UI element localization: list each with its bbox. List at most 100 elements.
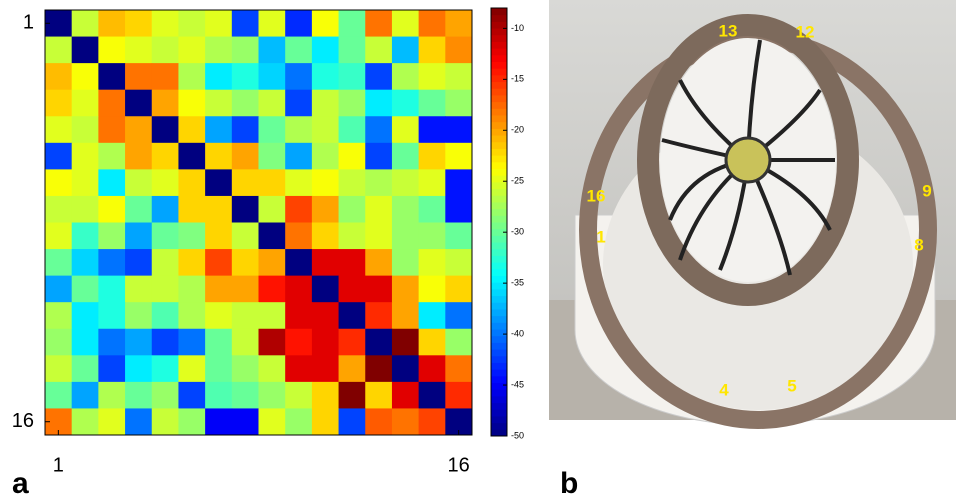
heatmap-cell — [125, 381, 153, 409]
heatmap-cell — [391, 275, 420, 303]
heatmap-cell — [445, 195, 473, 223]
heatmap-cell — [205, 10, 233, 38]
heatmap-cell — [125, 36, 153, 64]
heatmap-cell — [71, 116, 99, 144]
heatmap-cell — [98, 328, 126, 356]
heatmap-cell — [391, 142, 420, 170]
heatmap-cell — [311, 249, 340, 277]
photo-label: 1 — [596, 227, 605, 246]
colorbar-step — [491, 389, 507, 397]
heatmap-cell — [365, 328, 393, 356]
heatmap-cell — [338, 355, 366, 383]
heatmap-cell — [231, 36, 259, 64]
heatmap-cell — [338, 302, 366, 330]
panel-label: b — [560, 467, 578, 497]
heatmap-cell — [205, 328, 233, 356]
heatmap-cell — [125, 222, 153, 250]
heatmap-cell — [231, 116, 259, 144]
heatmap-cell — [338, 408, 366, 436]
heatmap-cell — [125, 116, 153, 144]
heatmap-cell — [391, 36, 420, 64]
heatmap-cell — [71, 63, 99, 91]
heatmap-cell — [338, 328, 366, 356]
heatmap-cell — [71, 222, 99, 250]
heatmap-cell — [365, 116, 393, 144]
heatmap-cell — [178, 89, 206, 117]
heatmap-cell — [285, 116, 313, 144]
heatmap-cell — [418, 142, 446, 170]
photo-label: 8 — [914, 235, 923, 254]
heatmap-cell — [338, 249, 366, 277]
heatmap-cell — [365, 142, 393, 170]
colorbar-step — [491, 275, 507, 283]
photo-label: 4 — [719, 380, 729, 399]
heatmap-cell — [338, 10, 366, 38]
colorbar-step — [491, 355, 507, 363]
heatmap-cell — [311, 195, 340, 223]
heatmap-cell — [338, 116, 366, 144]
photo-label: 16 — [587, 186, 606, 205]
heatmap-cell — [205, 36, 233, 64]
colorbar-step — [491, 235, 507, 243]
heatmap-cell — [311, 275, 340, 303]
heatmap-cell — [258, 408, 286, 436]
colorbar-step — [491, 94, 507, 103]
heatmap-cell — [205, 116, 233, 144]
heatmap-cell — [445, 275, 473, 303]
colorbar-step — [491, 288, 507, 297]
heatmap-cell — [231, 381, 259, 409]
colorbar-step — [491, 128, 507, 136]
heatmap-cell — [418, 328, 446, 356]
heatmap-cell — [285, 10, 313, 38]
heatmap-cell — [285, 89, 313, 117]
heatmap-cell — [418, 249, 446, 277]
colorbar-step — [491, 208, 507, 216]
colorbar-step — [491, 148, 507, 156]
colorbar-step — [491, 141, 507, 149]
heatmap-cell — [258, 222, 286, 250]
colorbar-step — [491, 68, 507, 76]
heatmap-cell — [258, 142, 286, 170]
colorbar — [491, 8, 507, 437]
colorbar-step — [491, 329, 507, 337]
heatmap-cell — [391, 328, 420, 356]
heatmap-cell — [391, 169, 420, 197]
heatmap-cell — [71, 249, 99, 277]
heatmap-cell — [98, 275, 126, 303]
colorbar-step — [491, 422, 507, 430]
colorbar-step — [491, 295, 507, 303]
heatmap-cell — [205, 142, 233, 170]
heatmap-cell — [258, 10, 286, 38]
colorbar-step — [491, 115, 507, 123]
heatmap-cell — [231, 328, 259, 356]
colorbar-step — [491, 222, 507, 230]
heatmap-cell — [98, 63, 126, 91]
colorbar-step — [491, 335, 507, 343]
heatmap-cell — [391, 408, 420, 436]
heatmap-cell — [445, 63, 473, 91]
colorbar-step — [491, 429, 507, 437]
heatmap-cell — [205, 381, 233, 409]
photo-label: 9 — [922, 181, 931, 200]
heatmap-cell — [231, 169, 259, 197]
heatmap-cell — [45, 89, 73, 117]
heatmap-cell — [418, 89, 446, 117]
heatmap-cell — [365, 169, 393, 197]
heatmap-cell — [445, 355, 473, 383]
colorbar-step — [491, 349, 507, 357]
heatmap-cell — [98, 302, 126, 330]
heatmap-cell — [338, 89, 366, 117]
heatmap-cell — [445, 142, 473, 170]
colorbar-tick-label: -50 — [511, 430, 524, 440]
heatmap-cell — [151, 249, 179, 277]
heatmap-cell — [45, 275, 73, 303]
heatmap-cell — [391, 195, 420, 223]
heatmap-cell — [418, 302, 446, 330]
photo — [549, 0, 956, 429]
heatmap-cell — [365, 275, 393, 303]
heatmap-cell — [311, 355, 340, 383]
heatmap-cell — [71, 169, 99, 197]
heatmap-cell — [98, 10, 126, 38]
heatmap-cell — [45, 249, 73, 277]
heatmap-cell — [98, 355, 126, 383]
